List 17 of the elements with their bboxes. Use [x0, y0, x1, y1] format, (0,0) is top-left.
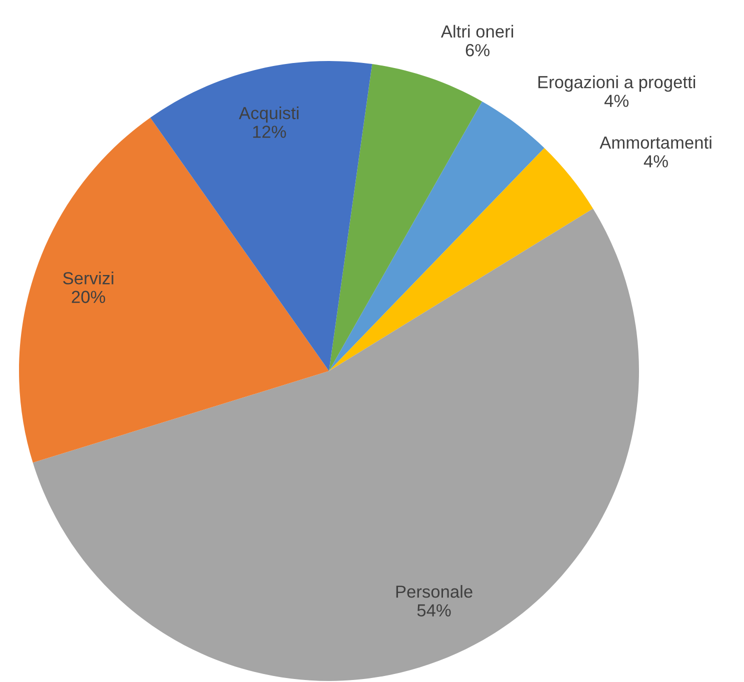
slice-label: Ammortamenti — [600, 136, 712, 149]
pie-slice — [329, 64, 482, 371]
slice-label: Acquisti — [238, 106, 298, 123]
slice-label: Erogazioni a progetti — [538, 76, 696, 92]
data-label: 20% — [72, 290, 106, 304]
data-label: 6% — [466, 44, 490, 56]
slice-label: Altri oneri — [440, 24, 514, 38]
pie-slice — [32, 208, 639, 681]
pie-slice — [329, 101, 544, 371]
data-label: 4% — [644, 155, 668, 168]
data-label: 4% — [604, 94, 629, 107]
slice-label: Personale — [396, 585, 472, 598]
pie-slice — [329, 148, 594, 371]
pie-slice — [150, 61, 372, 371]
slice-label: Servizi — [63, 272, 114, 284]
data-label: 12% — [253, 126, 286, 138]
data-label: 54% — [417, 604, 451, 617]
